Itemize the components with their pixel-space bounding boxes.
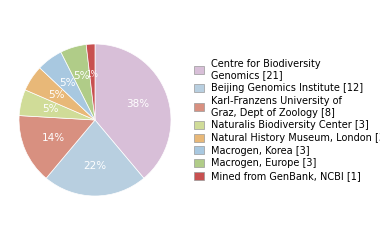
Text: 5%: 5%	[43, 104, 59, 114]
Text: 14%: 14%	[41, 133, 65, 143]
Wedge shape	[95, 44, 171, 178]
Legend: Centre for Biodiversity
Genomics [21], Beijing Genomics Institute [12], Karl-Fra: Centre for Biodiversity Genomics [21], B…	[194, 59, 380, 181]
Text: 5%: 5%	[49, 90, 65, 100]
Text: 5%: 5%	[60, 78, 76, 88]
Wedge shape	[25, 68, 95, 120]
Text: 1%: 1%	[86, 70, 98, 79]
Text: 5%: 5%	[74, 71, 90, 81]
Wedge shape	[19, 90, 95, 120]
Text: 38%: 38%	[126, 99, 149, 109]
Wedge shape	[86, 44, 95, 120]
Wedge shape	[19, 116, 95, 178]
Text: 22%: 22%	[84, 161, 106, 171]
Wedge shape	[40, 52, 95, 120]
Wedge shape	[61, 44, 95, 120]
Wedge shape	[46, 120, 144, 196]
